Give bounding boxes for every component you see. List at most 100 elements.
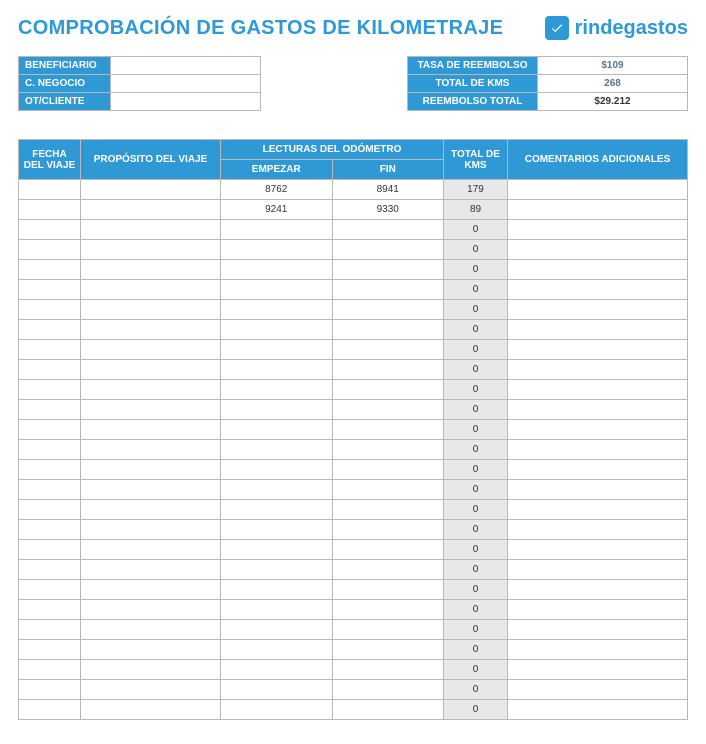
cell-proposito[interactable] — [81, 540, 221, 560]
cell-empezar[interactable] — [221, 500, 333, 520]
info-value[interactable] — [111, 57, 261, 75]
cell-comentarios[interactable] — [508, 340, 688, 360]
cell-empezar[interactable] — [221, 640, 333, 660]
cell-proposito[interactable] — [81, 660, 221, 680]
cell-empezar[interactable] — [221, 660, 333, 680]
cell-fin[interactable] — [332, 520, 444, 540]
cell-fecha[interactable] — [19, 460, 81, 480]
cell-fin[interactable] — [332, 500, 444, 520]
cell-proposito[interactable] — [81, 440, 221, 460]
cell-comentarios[interactable] — [508, 660, 688, 680]
cell-fecha[interactable] — [19, 600, 81, 620]
cell-comentarios[interactable] — [508, 400, 688, 420]
cell-fecha[interactable] — [19, 560, 81, 580]
cell-fecha[interactable] — [19, 300, 81, 320]
cell-fin[interactable] — [332, 700, 444, 720]
cell-comentarios[interactable] — [508, 500, 688, 520]
cell-comentarios[interactable] — [508, 580, 688, 600]
cell-comentarios[interactable] — [508, 560, 688, 580]
cell-empezar[interactable] — [221, 240, 333, 260]
cell-fecha[interactable] — [19, 620, 81, 640]
cell-proposito[interactable] — [81, 220, 221, 240]
cell-comentarios[interactable] — [508, 420, 688, 440]
cell-fecha[interactable] — [19, 500, 81, 520]
cell-empezar[interactable] — [221, 680, 333, 700]
cell-comentarios[interactable] — [508, 540, 688, 560]
cell-proposito[interactable] — [81, 700, 221, 720]
cell-fecha[interactable] — [19, 200, 81, 220]
cell-empezar[interactable] — [221, 520, 333, 540]
cell-fin[interactable] — [332, 300, 444, 320]
cell-proposito[interactable] — [81, 580, 221, 600]
info-value[interactable] — [111, 75, 261, 93]
cell-fecha[interactable] — [19, 700, 81, 720]
cell-fin[interactable] — [332, 400, 444, 420]
cell-empezar[interactable] — [221, 220, 333, 240]
cell-fecha[interactable] — [19, 680, 81, 700]
cell-empezar[interactable]: 9241 — [221, 200, 333, 220]
cell-fin[interactable] — [332, 340, 444, 360]
cell-proposito[interactable] — [81, 200, 221, 220]
cell-comentarios[interactable] — [508, 620, 688, 640]
cell-fecha[interactable] — [19, 240, 81, 260]
cell-fin[interactable] — [332, 680, 444, 700]
cell-empezar[interactable] — [221, 480, 333, 500]
cell-fin[interactable] — [332, 540, 444, 560]
cell-fin[interactable] — [332, 440, 444, 460]
cell-fin[interactable] — [332, 600, 444, 620]
cell-proposito[interactable] — [81, 180, 221, 200]
cell-fin[interactable]: 9330 — [332, 200, 444, 220]
cell-proposito[interactable] — [81, 300, 221, 320]
cell-fin[interactable] — [332, 480, 444, 500]
cell-fin[interactable] — [332, 660, 444, 680]
cell-comentarios[interactable] — [508, 480, 688, 500]
cell-empezar[interactable] — [221, 260, 333, 280]
cell-proposito[interactable] — [81, 420, 221, 440]
cell-fin[interactable] — [332, 420, 444, 440]
cell-fecha[interactable] — [19, 520, 81, 540]
cell-proposito[interactable] — [81, 400, 221, 420]
cell-comentarios[interactable] — [508, 680, 688, 700]
cell-empezar[interactable] — [221, 460, 333, 480]
cell-fecha[interactable] — [19, 260, 81, 280]
cell-fin[interactable] — [332, 580, 444, 600]
cell-comentarios[interactable] — [508, 360, 688, 380]
info-value[interactable] — [111, 93, 261, 111]
cell-proposito[interactable] — [81, 380, 221, 400]
cell-proposito[interactable] — [81, 360, 221, 380]
cell-proposito[interactable] — [81, 620, 221, 640]
cell-fin[interactable] — [332, 280, 444, 300]
cell-fecha[interactable] — [19, 480, 81, 500]
cell-proposito[interactable] — [81, 560, 221, 580]
cell-fin[interactable] — [332, 360, 444, 380]
cell-fecha[interactable] — [19, 640, 81, 660]
cell-fin[interactable] — [332, 620, 444, 640]
cell-fin[interactable] — [332, 220, 444, 240]
cell-fecha[interactable] — [19, 220, 81, 240]
cell-proposito[interactable] — [81, 480, 221, 500]
cell-empezar[interactable] — [221, 700, 333, 720]
cell-fecha[interactable] — [19, 420, 81, 440]
cell-proposito[interactable] — [81, 240, 221, 260]
cell-fecha[interactable] — [19, 340, 81, 360]
cell-proposito[interactable] — [81, 500, 221, 520]
cell-comentarios[interactable] — [508, 600, 688, 620]
cell-proposito[interactable] — [81, 260, 221, 280]
cell-comentarios[interactable] — [508, 240, 688, 260]
cell-empezar[interactable] — [221, 280, 333, 300]
cell-comentarios[interactable] — [508, 300, 688, 320]
cell-comentarios[interactable] — [508, 260, 688, 280]
cell-empezar[interactable] — [221, 360, 333, 380]
cell-fecha[interactable] — [19, 380, 81, 400]
cell-fecha[interactable] — [19, 400, 81, 420]
cell-fin[interactable]: 8941 — [332, 180, 444, 200]
cell-fecha[interactable] — [19, 360, 81, 380]
cell-fecha[interactable] — [19, 440, 81, 460]
cell-empezar[interactable] — [221, 540, 333, 560]
cell-fin[interactable] — [332, 380, 444, 400]
cell-comentarios[interactable] — [508, 520, 688, 540]
cell-comentarios[interactable] — [508, 320, 688, 340]
cell-fin[interactable] — [332, 460, 444, 480]
cell-empezar[interactable] — [221, 380, 333, 400]
cell-fin[interactable] — [332, 560, 444, 580]
